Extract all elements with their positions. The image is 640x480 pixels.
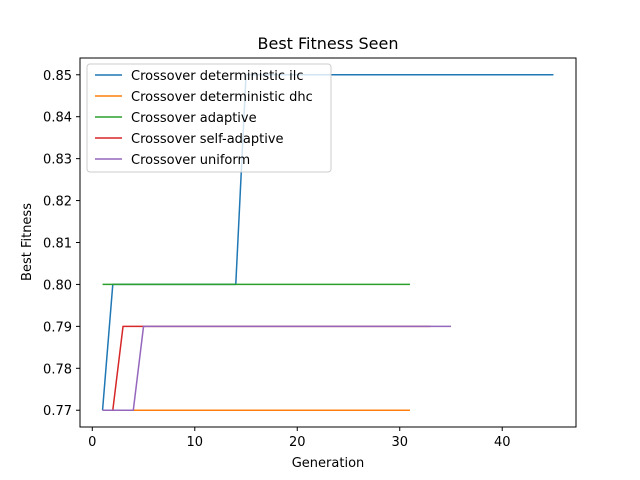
x-tick-label: 30 bbox=[391, 435, 408, 450]
y-tick-label: 0.78 bbox=[43, 362, 72, 377]
y-tick-label: 0.84 bbox=[43, 111, 72, 126]
y-tick-label: 0.80 bbox=[43, 278, 72, 293]
x-tick-label: 40 bbox=[494, 435, 511, 450]
x-axis: 0 10 20 30 40 bbox=[88, 427, 510, 450]
x-axis-title: Generation bbox=[292, 456, 365, 471]
y-tick-label: 0.77 bbox=[43, 404, 72, 419]
y-axis-title: Best Fitness bbox=[20, 203, 35, 281]
legend-label: Crossover deterministic dhc bbox=[131, 90, 313, 105]
y-tick-label: 0.82 bbox=[43, 195, 72, 210]
legend-label: Crossover deterministic ilc bbox=[131, 69, 303, 84]
x-tick-label: 10 bbox=[187, 435, 204, 450]
series-line-5 bbox=[102, 325, 451, 411]
y-tick-label: 0.83 bbox=[43, 153, 72, 168]
plot-area bbox=[101, 74, 554, 411]
chart-title: Best Fitness Seen bbox=[258, 34, 399, 53]
y-tick-label: 0.85 bbox=[43, 69, 72, 84]
y-tick-label: 0.79 bbox=[43, 320, 72, 335]
legend-label: Crossover self-adaptive bbox=[131, 132, 284, 147]
y-tick-label: 0.81 bbox=[43, 237, 72, 252]
y-axis: 0.77 0.78 0.79 0.80 0.81 0.82 0.83 0.84 0.85 bbox=[43, 69, 80, 419]
legend: Crossover deterministic ilc Crossover det… bbox=[86, 63, 332, 173]
legend-label: Crossover uniform bbox=[131, 153, 250, 168]
legend-label: Crossover adaptive bbox=[131, 111, 257, 126]
x-tick-label: 20 bbox=[289, 435, 306, 450]
x-tick-label: 0 bbox=[88, 435, 96, 450]
series-line-4 bbox=[102, 325, 431, 411]
legend-box bbox=[86, 63, 332, 173]
